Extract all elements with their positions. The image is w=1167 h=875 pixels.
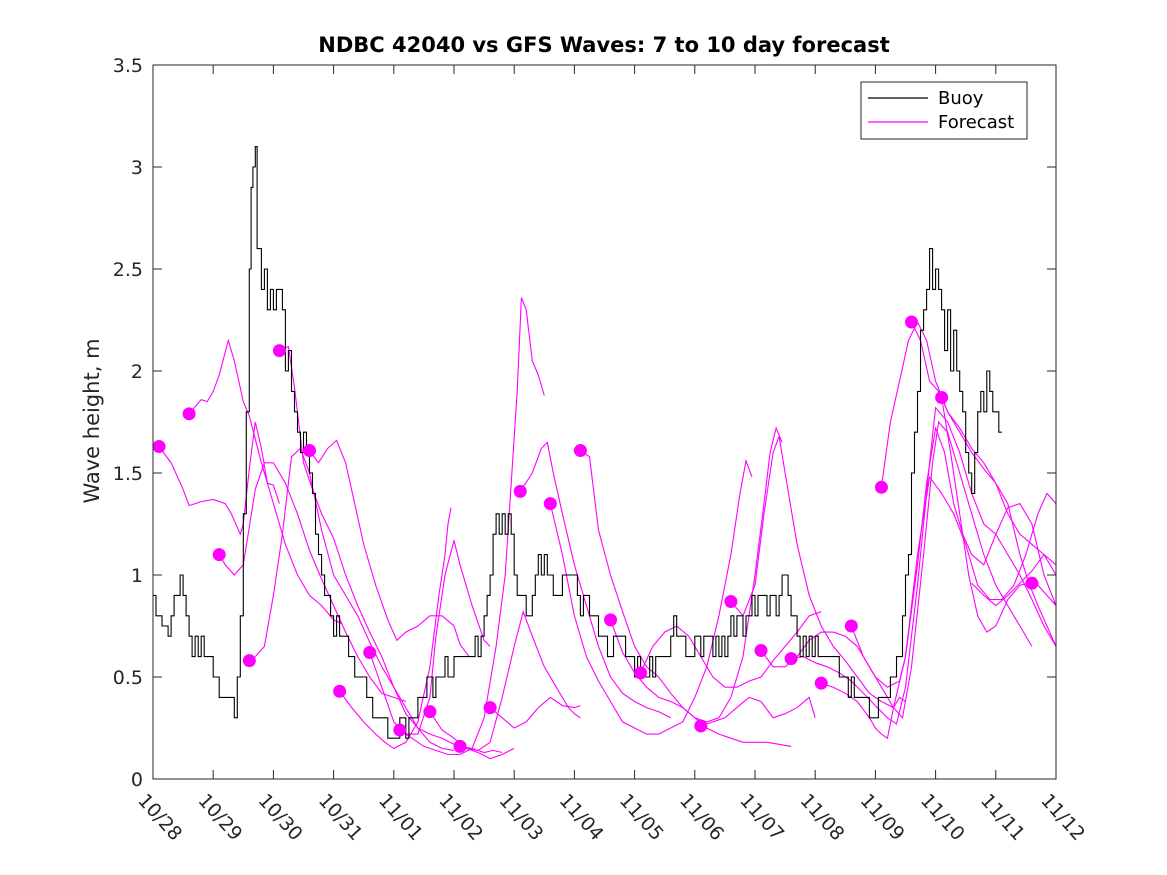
y-tick-label: 1.5: [113, 463, 143, 485]
chart-title: NDBC 42040 vs GFS Waves: 7 to 10 day for…: [318, 33, 889, 57]
forecast-line: [339, 507, 452, 750]
y-tick-label: 2: [131, 361, 143, 383]
series-layer: [153, 146, 1056, 760]
forecast-start-marker: [905, 315, 919, 329]
y-tick-label: 0.5: [113, 667, 143, 689]
forecast-start-marker: [153, 439, 166, 453]
buoy-line: [153, 146, 1002, 739]
forecast-line: [640, 611, 822, 688]
forecast-start-marker: [393, 723, 407, 737]
forecast-start-marker: [333, 684, 347, 698]
legend-label-buoy: Buoy: [938, 88, 984, 109]
forecast-start-marker: [242, 654, 256, 668]
forecast-start-marker: [423, 705, 437, 719]
forecast-start-marker: [784, 652, 798, 666]
forecast-start-marker: [453, 739, 467, 753]
plot-content: [153, 146, 1056, 760]
y-axis-ticks: 0 0.5 1 1.5 2 2.5 3 3.5: [113, 55, 1056, 791]
plot-area: [153, 65, 1056, 779]
forecast-start-marker: [724, 595, 738, 609]
forecast-line: [369, 540, 491, 735]
forecast-line: [821, 425, 1056, 740]
forecast-start-marker: [844, 619, 858, 633]
forecast-line: [309, 439, 470, 657]
forecast-line: [158, 421, 280, 536]
forecast-start-marker: [513, 484, 527, 498]
forecast-start-marker: [814, 676, 828, 690]
y-axis-label: Wave height, m: [80, 338, 104, 503]
forecast-start-marker: [1025, 576, 1039, 590]
legend: Buoy Forecast: [860, 81, 1028, 140]
forecast-line: [519, 441, 671, 719]
forecast-start-marker: [935, 391, 949, 405]
forecast-line: [700, 696, 816, 727]
forecast-start-marker: [754, 643, 768, 657]
forecast-start-marker: [874, 480, 888, 494]
y-tick-label: 3: [131, 157, 143, 179]
forecast-line: [188, 338, 343, 625]
forecast-start-marker: [272, 344, 286, 358]
forecast-line: [459, 745, 503, 754]
forecast-start-marker: [182, 407, 196, 421]
legend-box: [860, 81, 1028, 140]
forecast-line: [791, 406, 1056, 725]
forecast-start-marker: [543, 497, 557, 511]
forecast-line: [850, 475, 1056, 688]
y-tick-label: 3.5: [113, 55, 143, 77]
forecast-line: [549, 458, 753, 735]
y-tick-label: 1: [131, 565, 143, 587]
forecast-line: [880, 320, 1056, 576]
forecast-line: [971, 553, 1056, 607]
forecast-start-marker: [573, 444, 587, 458]
forecast-start-marker: [363, 646, 377, 660]
forecast-line: [279, 345, 515, 760]
forecast-start-marker: [604, 613, 618, 627]
forecast-line: [218, 462, 406, 703]
forecast-line: [399, 297, 545, 756]
forecast-start-marker: [483, 701, 497, 715]
forecast-start-marker: [303, 444, 317, 458]
y-tick-label: 0: [131, 769, 143, 791]
forecast-line: [730, 434, 906, 709]
forecast-start-marker: [694, 719, 708, 733]
forecast-start-marker: [212, 548, 226, 562]
forecast-line: [489, 696, 581, 729]
forecast-line: [941, 397, 1056, 647]
legend-label-forecast: Forecast: [938, 112, 1014, 133]
y-tick-label: 2.5: [113, 259, 143, 281]
axes-frame: [152, 64, 1057, 780]
forecast-start-marker: [634, 666, 648, 680]
